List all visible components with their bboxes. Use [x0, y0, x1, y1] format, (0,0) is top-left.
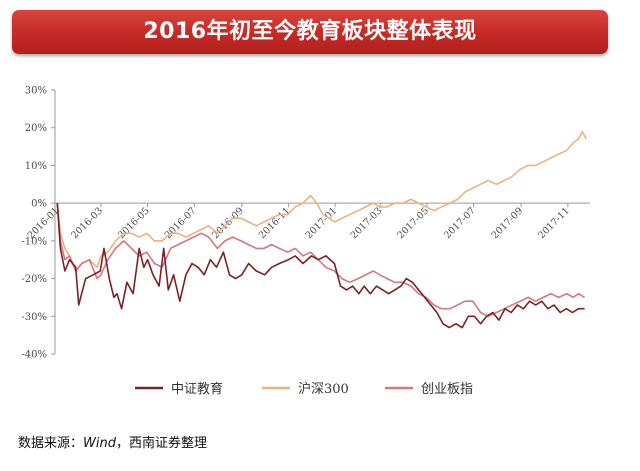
source-note: 数据来源：Wind，西南证券整理 — [18, 432, 207, 451]
chart-title-banner: 2016年初至今教育板块整体表现 — [12, 10, 608, 54]
legend-label: 中证教育 — [171, 381, 223, 397]
y-tick-label: -30% — [21, 312, 47, 323]
y-tick-label: -40% — [21, 350, 47, 361]
y-tick-label: 10% — [25, 161, 47, 172]
series-lines — [56, 130, 587, 329]
source-prefix: 数据来源： — [18, 436, 84, 451]
y-tick-label: -20% — [21, 274, 47, 285]
series-line-1 — [56, 130, 587, 272]
legend-label: 创业板指 — [421, 382, 473, 397]
x-tick-label: 2017-07 — [442, 205, 478, 241]
x-tick-label: 2017-09 — [490, 205, 526, 241]
legend-label: 沪深300 — [298, 381, 349, 397]
series-line-2 — [56, 203, 586, 318]
source-suffix: ，西南证券整理 — [115, 436, 207, 451]
x-tick-label: 2017-11 — [536, 205, 572, 241]
chart-title: 2016年初至今教育板块整体表现 — [143, 19, 477, 44]
x-tick-label: 2016-03 — [69, 205, 105, 241]
source-italic: Wind — [83, 436, 116, 451]
y-tick-label: 20% — [25, 123, 47, 134]
x-axis: 2016-01 2016-03 2016-05 2016-07 2016-09 2016-… — [26, 202, 590, 241]
y-tick-label: 30% — [25, 86, 47, 97]
legend: 中证教育 沪深300 创业板指 — [135, 381, 473, 397]
x-tick-label: 2017-05 — [395, 205, 431, 241]
x-tick-label: 2017-03 — [349, 205, 385, 241]
series-line-0 — [56, 203, 585, 329]
y-tick-label: 0% — [31, 199, 47, 210]
y-tick-label: -10% — [21, 236, 47, 247]
y-axis: 30% 20% 10% 0% -10% -20% -30% -40% — [21, 86, 56, 361]
